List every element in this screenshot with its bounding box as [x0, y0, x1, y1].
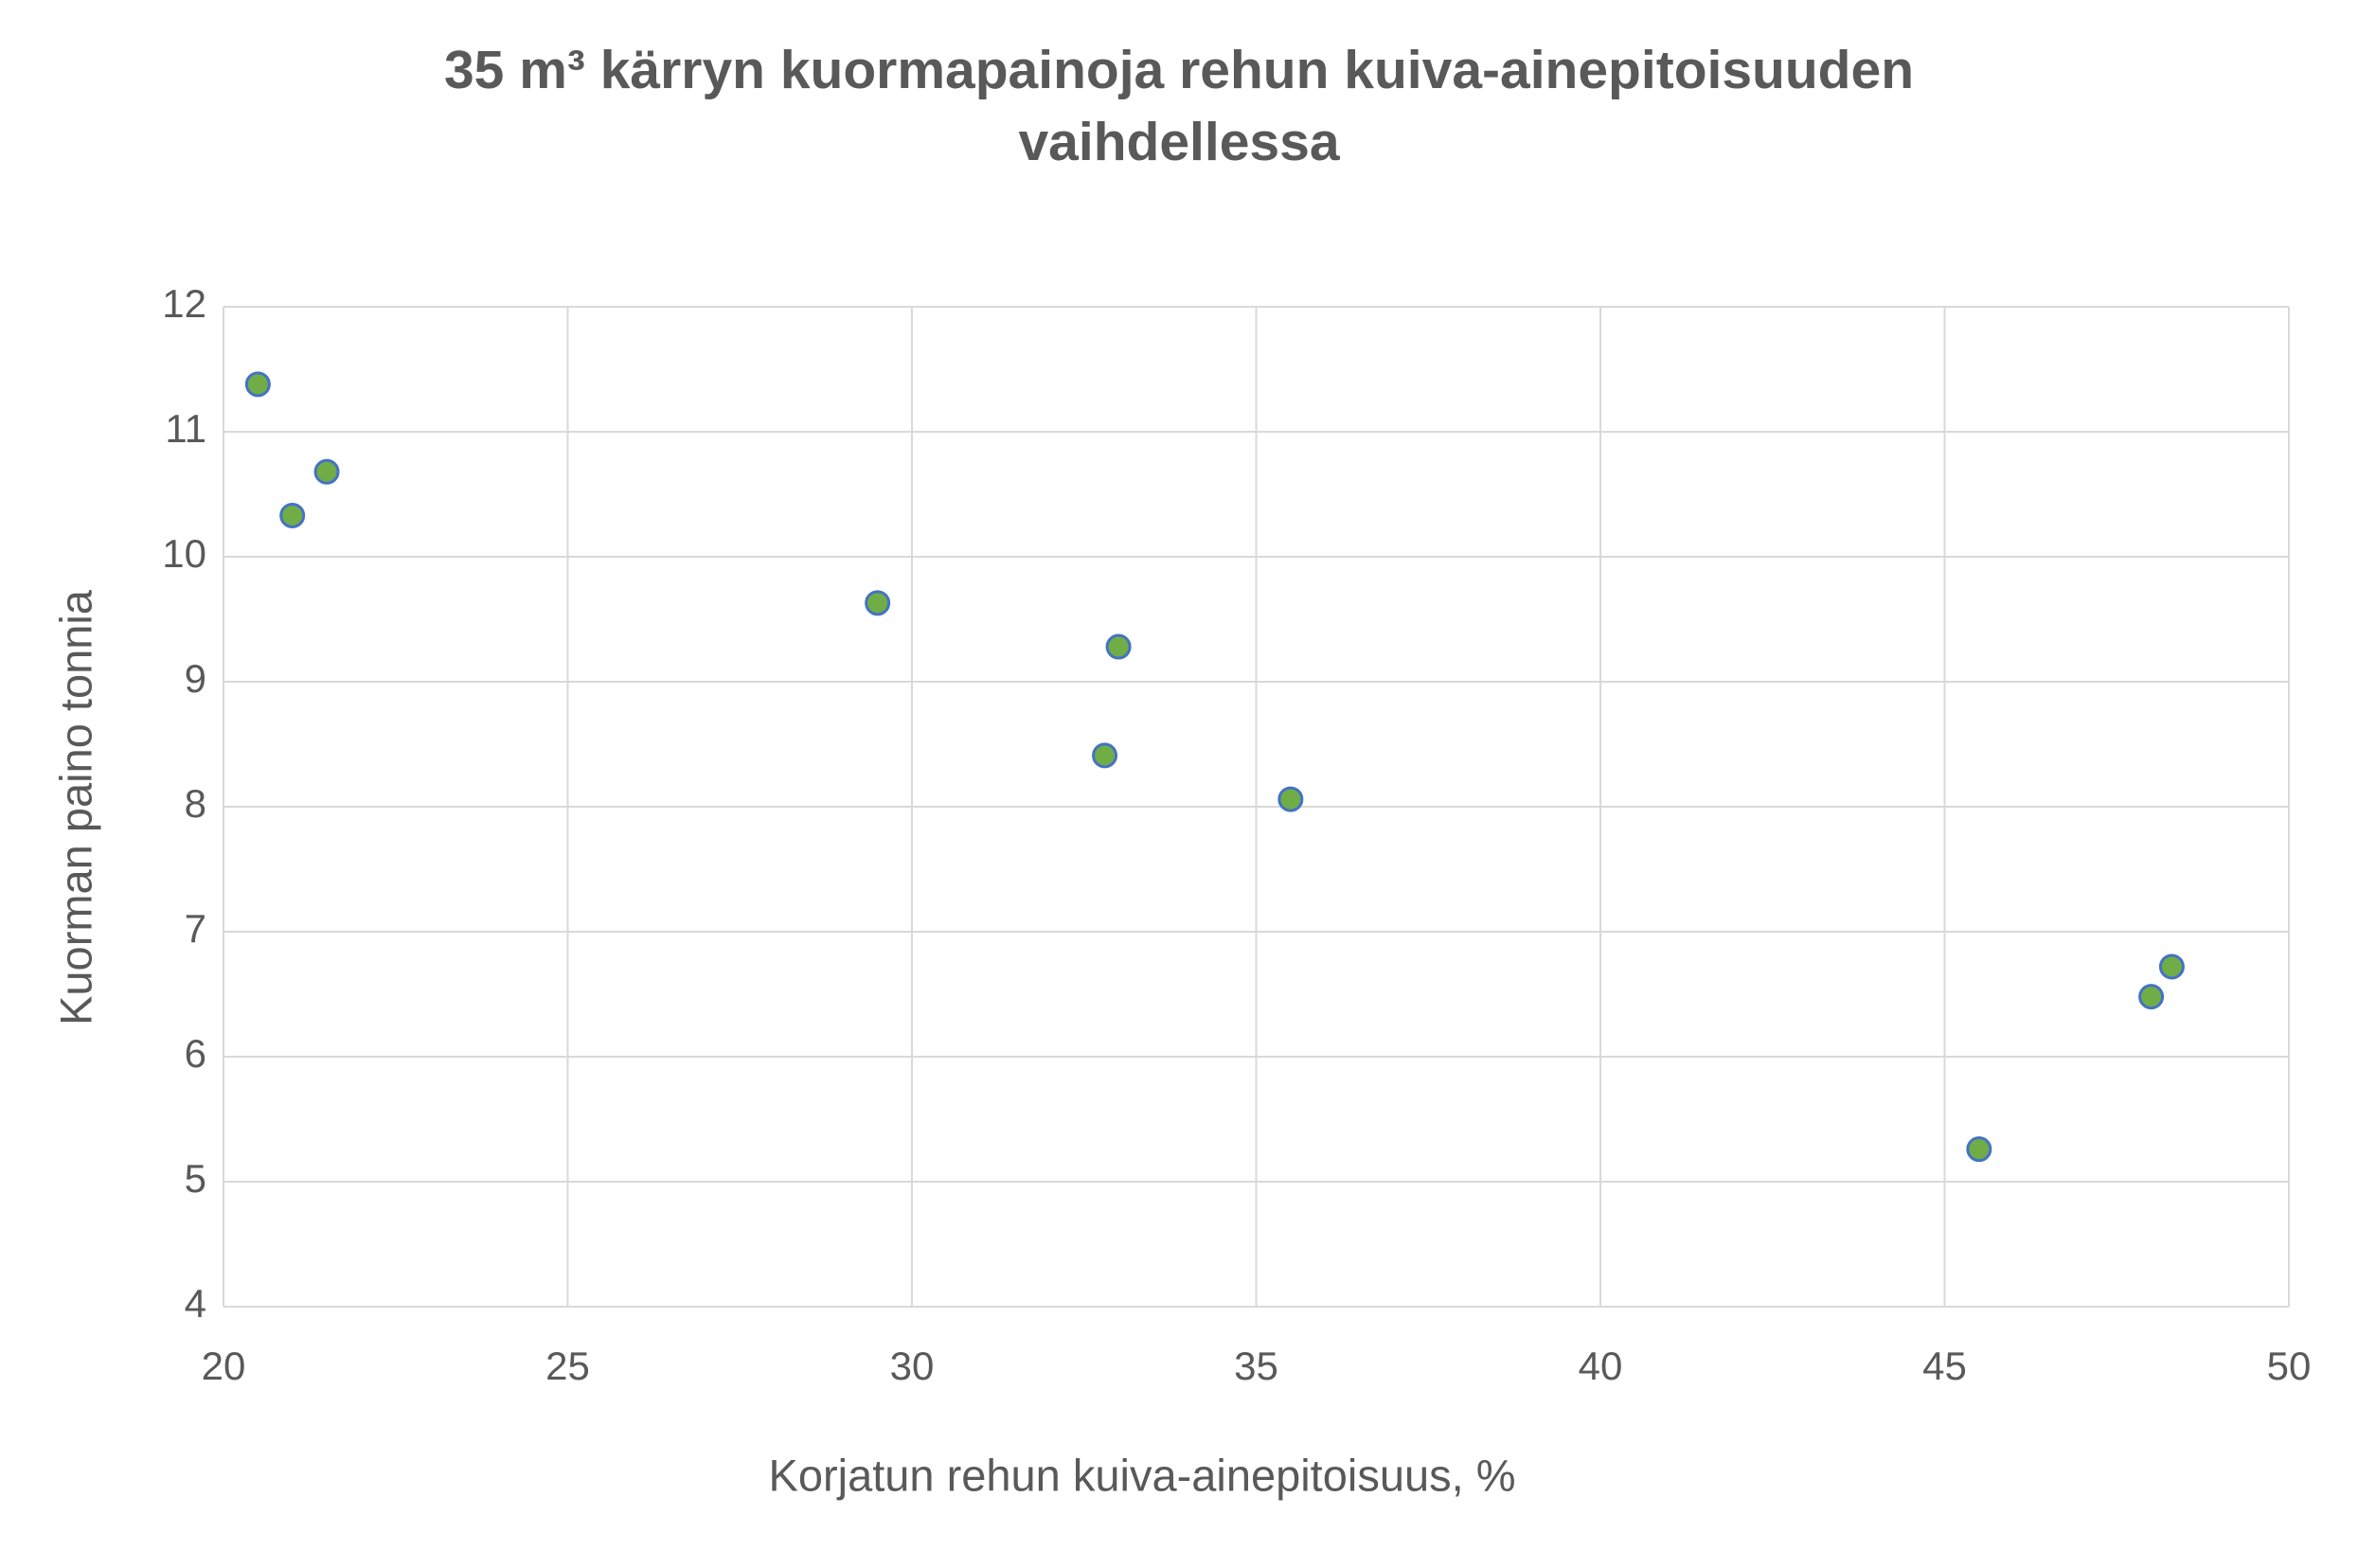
x-tick-label: 25: [545, 1344, 590, 1388]
chart-title: 35 m³ kärryn kuormapainoja rehun kuiva-a…: [443, 40, 1915, 172]
x-tick-label: 35: [1234, 1344, 1278, 1388]
x-axis-label: Korjatun rehun kuiva-ainepitoisuus, %: [768, 1450, 1515, 1500]
y-tick-label: 5: [185, 1156, 206, 1201]
x-tick-label: 40: [1579, 1344, 1623, 1388]
scatter-point: [865, 590, 891, 616]
y-tick-label: 12: [162, 281, 206, 326]
x-tick-label: 45: [1922, 1344, 1967, 1388]
y-tick-label: 6: [185, 1031, 206, 1076]
scatter-point: [279, 502, 306, 528]
x-tick-label: 50: [2267, 1344, 2312, 1388]
y-tick-label: 7: [185, 906, 206, 951]
x-tick-label: 30: [890, 1344, 935, 1388]
scatter-point: [1277, 786, 1304, 812]
y-axis-label: Kuorman paino tonnia: [50, 589, 100, 1025]
scatter-point: [313, 458, 340, 485]
y-tick-label: 4: [185, 1281, 206, 1326]
scatter-point: [2138, 984, 2165, 1010]
scatter-point: [2158, 953, 2185, 980]
x-tick-label: 20: [202, 1344, 246, 1388]
scatter-point: [244, 371, 271, 398]
scatter-point: [1092, 742, 1118, 769]
scatter-point: [1966, 1136, 1992, 1163]
scatter-point: [1105, 633, 1132, 660]
y-tick-label: 8: [185, 781, 206, 826]
y-tick-label: 9: [185, 656, 206, 701]
y-tick-label: 11: [165, 406, 206, 451]
y-tick-label: 10: [162, 531, 206, 576]
